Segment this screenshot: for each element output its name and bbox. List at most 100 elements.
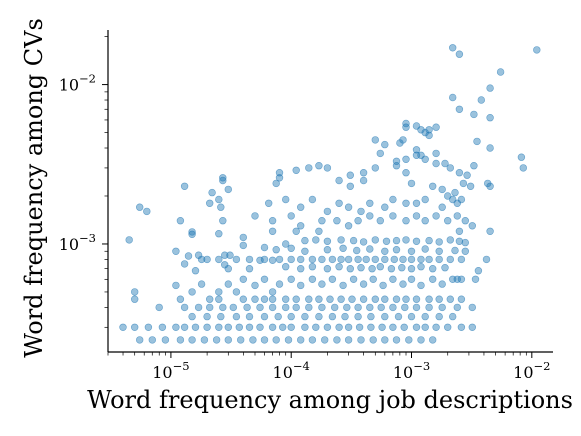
data-point — [438, 203, 446, 211]
data-point — [292, 227, 300, 236]
data-point — [473, 137, 481, 146]
data-point — [371, 136, 379, 144]
data-point — [188, 228, 196, 236]
data-point — [346, 265, 354, 273]
data-point — [389, 303, 397, 312]
data-point — [180, 260, 189, 268]
data-point — [444, 323, 452, 331]
data-point — [282, 295, 290, 303]
data-point — [272, 336, 280, 344]
data-point — [376, 263, 384, 271]
data-point — [287, 323, 295, 331]
data-point — [297, 255, 305, 264]
data-point — [346, 182, 354, 191]
data-point — [176, 336, 185, 344]
data-point — [446, 236, 454, 244]
data-point — [318, 280, 326, 288]
data-point — [371, 236, 379, 244]
data-point — [344, 255, 353, 264]
data-point — [432, 123, 440, 131]
data-point — [268, 256, 277, 264]
data-point — [401, 303, 409, 312]
data-point — [297, 222, 305, 230]
data-point — [399, 280, 407, 288]
data-point — [484, 179, 492, 188]
data-point — [188, 336, 196, 344]
data-point — [421, 245, 429, 253]
y-tick-label: 10−3 — [59, 231, 96, 254]
data-point — [245, 323, 254, 331]
data-point — [308, 275, 317, 283]
data-point — [474, 267, 483, 275]
data-point — [305, 295, 313, 303]
data-point — [239, 233, 248, 242]
data-point — [354, 217, 362, 225]
data-point — [381, 312, 389, 321]
data-point — [315, 295, 323, 303]
data-point — [417, 336, 425, 344]
data-point — [444, 192, 452, 200]
data-point — [486, 227, 494, 236]
data-point — [349, 236, 358, 245]
data-point — [486, 113, 494, 122]
data-point — [421, 195, 429, 204]
data-point — [446, 255, 454, 264]
data-point — [265, 199, 273, 208]
data-point — [215, 255, 223, 264]
data-point — [379, 281, 387, 290]
data-point — [232, 312, 241, 321]
y-axis-label: Word frequency among CVs — [20, 18, 48, 358]
data-point — [402, 123, 410, 131]
data-point — [337, 255, 345, 264]
data-point — [224, 280, 233, 288]
data-point — [275, 280, 284, 288]
data-point — [399, 255, 407, 264]
data-point — [344, 203, 353, 211]
data-point — [461, 238, 469, 247]
data-point — [191, 267, 200, 275]
data-point — [453, 199, 461, 208]
data-point — [421, 312, 429, 321]
data-point — [412, 303, 421, 312]
data-point — [438, 185, 446, 194]
data-point — [425, 303, 433, 312]
data-point — [376, 149, 384, 158]
data-point — [446, 295, 454, 303]
data-point — [323, 246, 332, 254]
data-point — [519, 164, 527, 172]
data-point — [466, 182, 475, 191]
data-point — [441, 264, 449, 272]
data-point — [275, 255, 284, 264]
data-point — [226, 251, 234, 259]
data-point — [260, 275, 269, 283]
data-point — [180, 303, 189, 312]
data-point — [355, 323, 364, 331]
data-point — [143, 207, 151, 216]
data-point — [381, 203, 389, 211]
data-point — [292, 166, 300, 175]
data-point — [321, 336, 329, 344]
data-point — [357, 336, 365, 344]
data-point — [268, 288, 277, 296]
data-point — [389, 275, 397, 283]
data-point — [318, 303, 326, 312]
data-point — [407, 265, 416, 273]
data-point — [315, 162, 323, 170]
data-point — [381, 336, 389, 344]
data-point — [161, 336, 170, 344]
y-tick-label: 10−2 — [59, 72, 96, 95]
axes — [102, 30, 553, 358]
data-point — [219, 303, 227, 312]
data-point — [284, 336, 293, 344]
data-point — [417, 281, 425, 290]
data-point — [446, 164, 454, 172]
data-point — [359, 295, 368, 303]
data-point — [533, 46, 541, 54]
data-point — [328, 275, 337, 283]
data-point — [335, 323, 343, 331]
data-point — [131, 323, 139, 331]
data-point — [354, 255, 362, 264]
data-point — [369, 275, 377, 283]
data-point — [206, 199, 214, 208]
